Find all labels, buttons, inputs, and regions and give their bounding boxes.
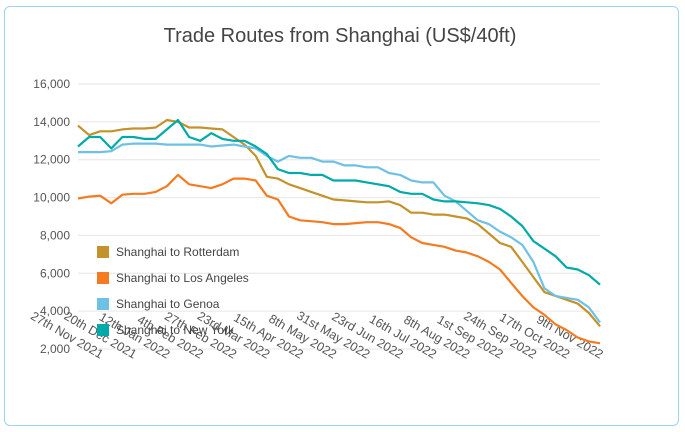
chart-title: Trade Routes from Shanghai (US$/40ft) xyxy=(164,25,517,47)
y-tick-label: 10,000 xyxy=(33,191,70,205)
series-line xyxy=(77,118,601,286)
legend-swatch xyxy=(97,246,109,258)
legend-label: Shanghai to New York xyxy=(116,323,235,337)
legend-label: Shanghai to Genoa xyxy=(116,297,220,311)
y-tick-label: 6,000 xyxy=(40,266,70,280)
series-line xyxy=(77,173,601,345)
series-line xyxy=(78,142,601,324)
y-tick-label: 16,000 xyxy=(33,77,70,91)
card xyxy=(4,6,679,426)
y-tick-label: 2,000 xyxy=(40,342,70,356)
legend-swatch xyxy=(97,324,109,336)
series-line xyxy=(77,118,601,328)
y-tick-label: 4,000 xyxy=(40,304,70,318)
legend-label: Shanghai to Los Angeles xyxy=(116,271,249,285)
y-tick-label: 8,000 xyxy=(40,228,70,242)
y-tick-label: 14,000 xyxy=(33,115,70,129)
y-tick-label: 12,000 xyxy=(33,153,70,167)
legend-swatch xyxy=(97,298,109,310)
legend-label: Shanghai to Rotterdam xyxy=(116,245,239,259)
legend-swatch xyxy=(97,272,109,284)
